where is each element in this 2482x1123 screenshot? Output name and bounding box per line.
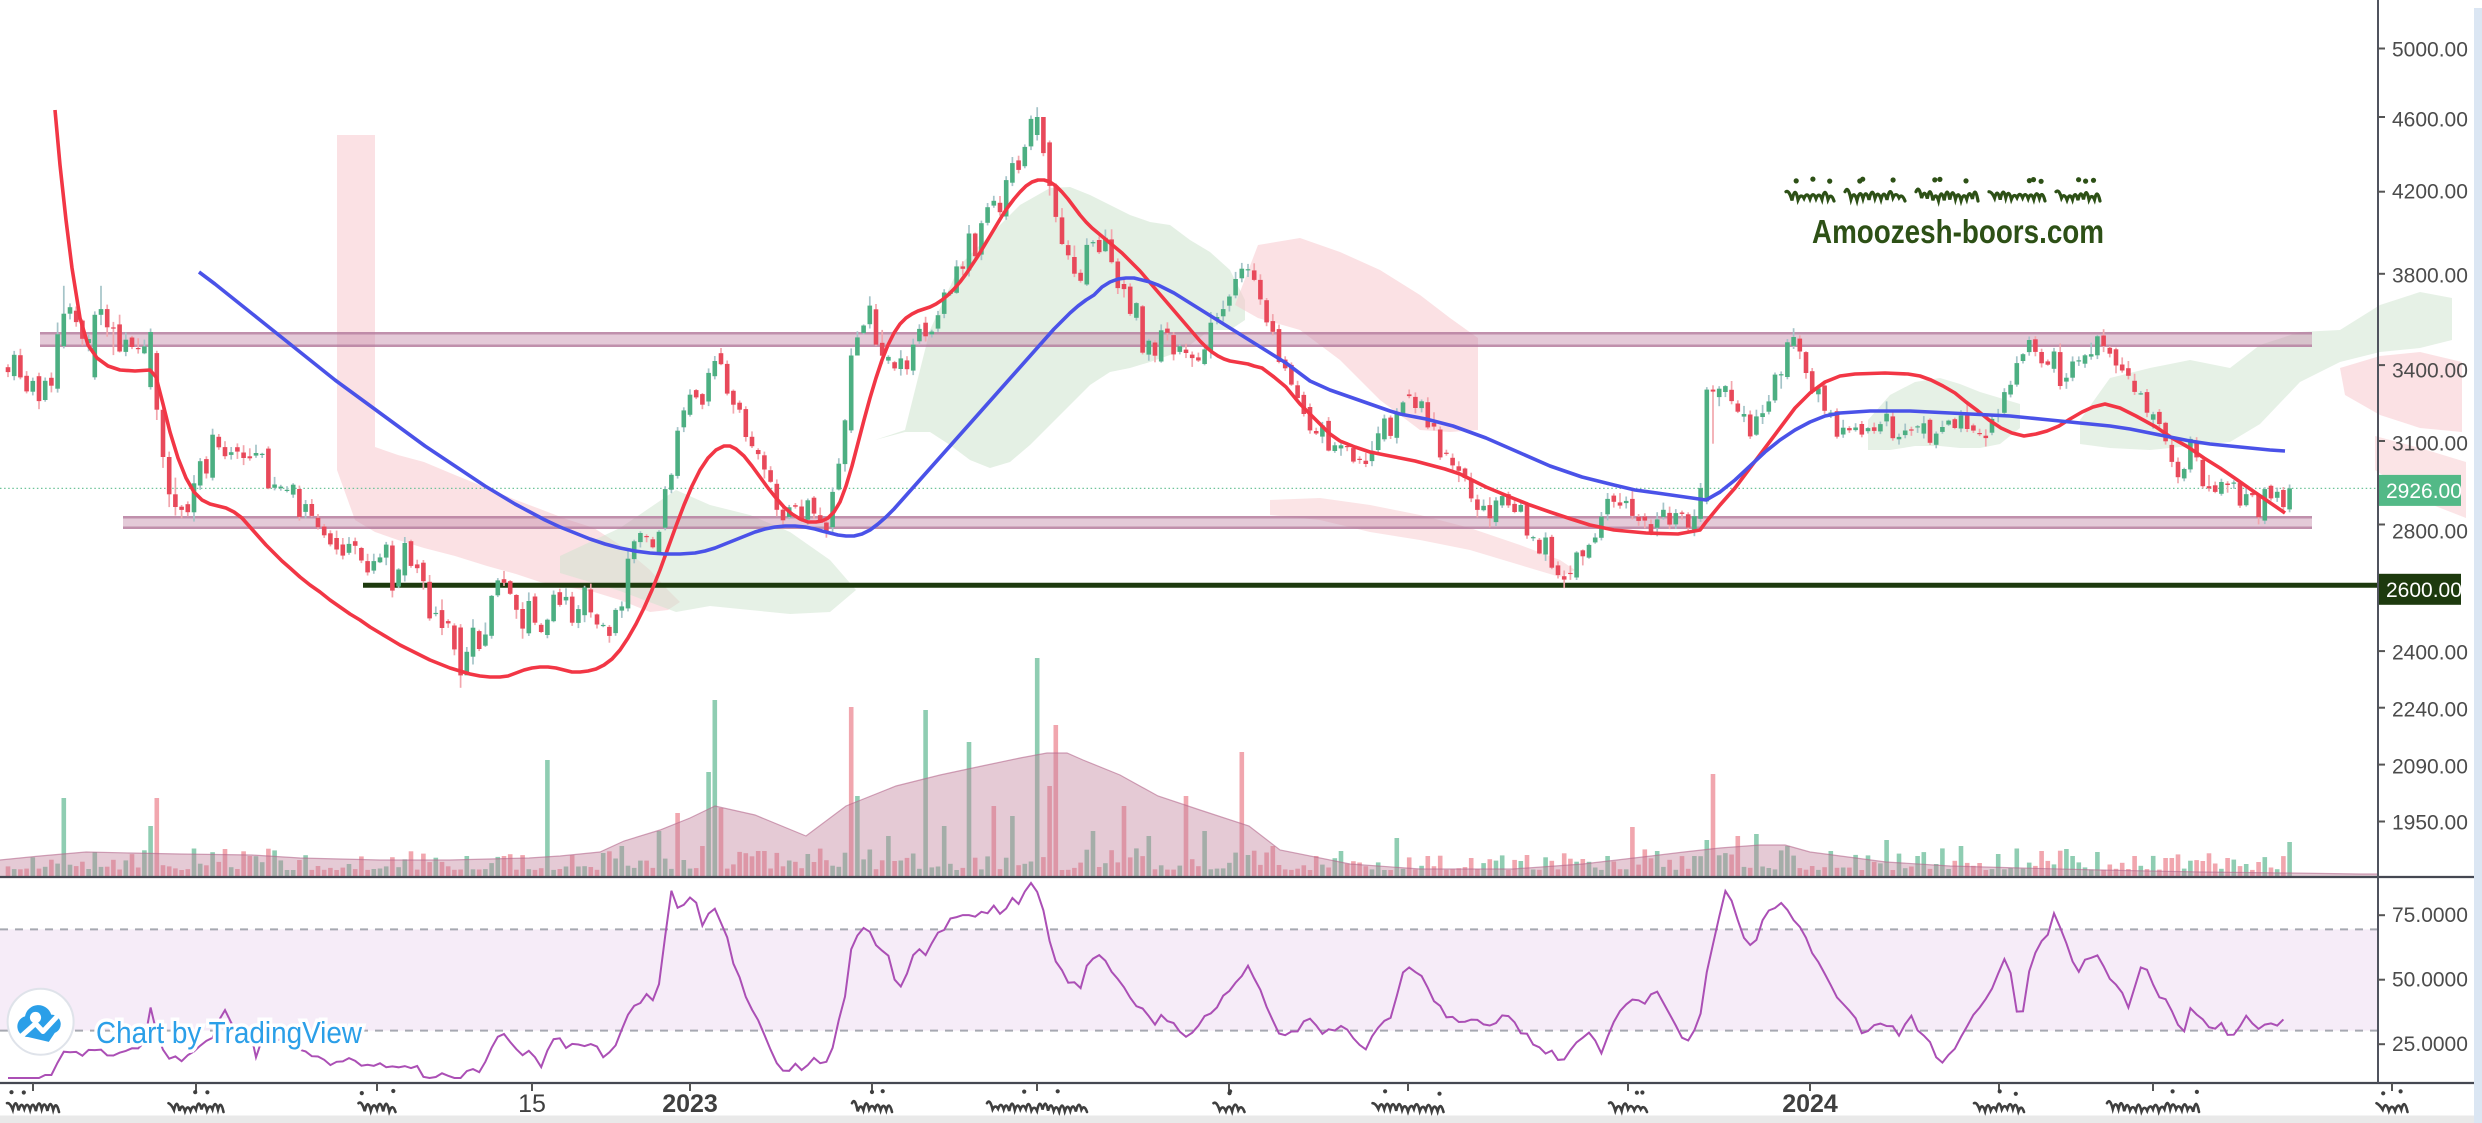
svg-text:2600.00: 2600.00 (2386, 579, 2462, 602)
svg-text:2926.00: 2926.00 (2386, 480, 2462, 503)
svg-text:4200.00: 4200.00 (2392, 181, 2468, 204)
svg-text:1950.00: 1950.00 (2392, 812, 2468, 835)
svg-text:2024: 2024 (1782, 1090, 1838, 1118)
svg-text:2090.00: 2090.00 (2392, 756, 2468, 779)
svg-text:2240.00: 2240.00 (2392, 699, 2468, 722)
svg-text:75.0000: 75.0000 (2392, 904, 2468, 927)
svg-text:3100.00: 3100.00 (2392, 433, 2468, 456)
svg-text:50.0000: 50.0000 (2392, 969, 2468, 992)
svg-text:3400.00: 3400.00 (2392, 360, 2468, 383)
svg-text:25.0000: 25.0000 (2392, 1033, 2468, 1056)
svg-text:2400.00: 2400.00 (2392, 642, 2468, 665)
svg-text:Chart by TradingView: Chart by TradingView (96, 1015, 363, 1050)
svg-text:2800.00: 2800.00 (2392, 521, 2468, 544)
svg-text:Amoozesh-boors.com: Amoozesh-boors.com (1812, 213, 2104, 250)
svg-text:5000.00: 5000.00 (2392, 39, 2468, 62)
svg-text:2023: 2023 (662, 1090, 718, 1118)
svg-text:15: 15 (518, 1090, 546, 1118)
svg-text:4600.00: 4600.00 (2392, 109, 2468, 132)
svg-text:3800.00: 3800.00 (2392, 265, 2468, 288)
